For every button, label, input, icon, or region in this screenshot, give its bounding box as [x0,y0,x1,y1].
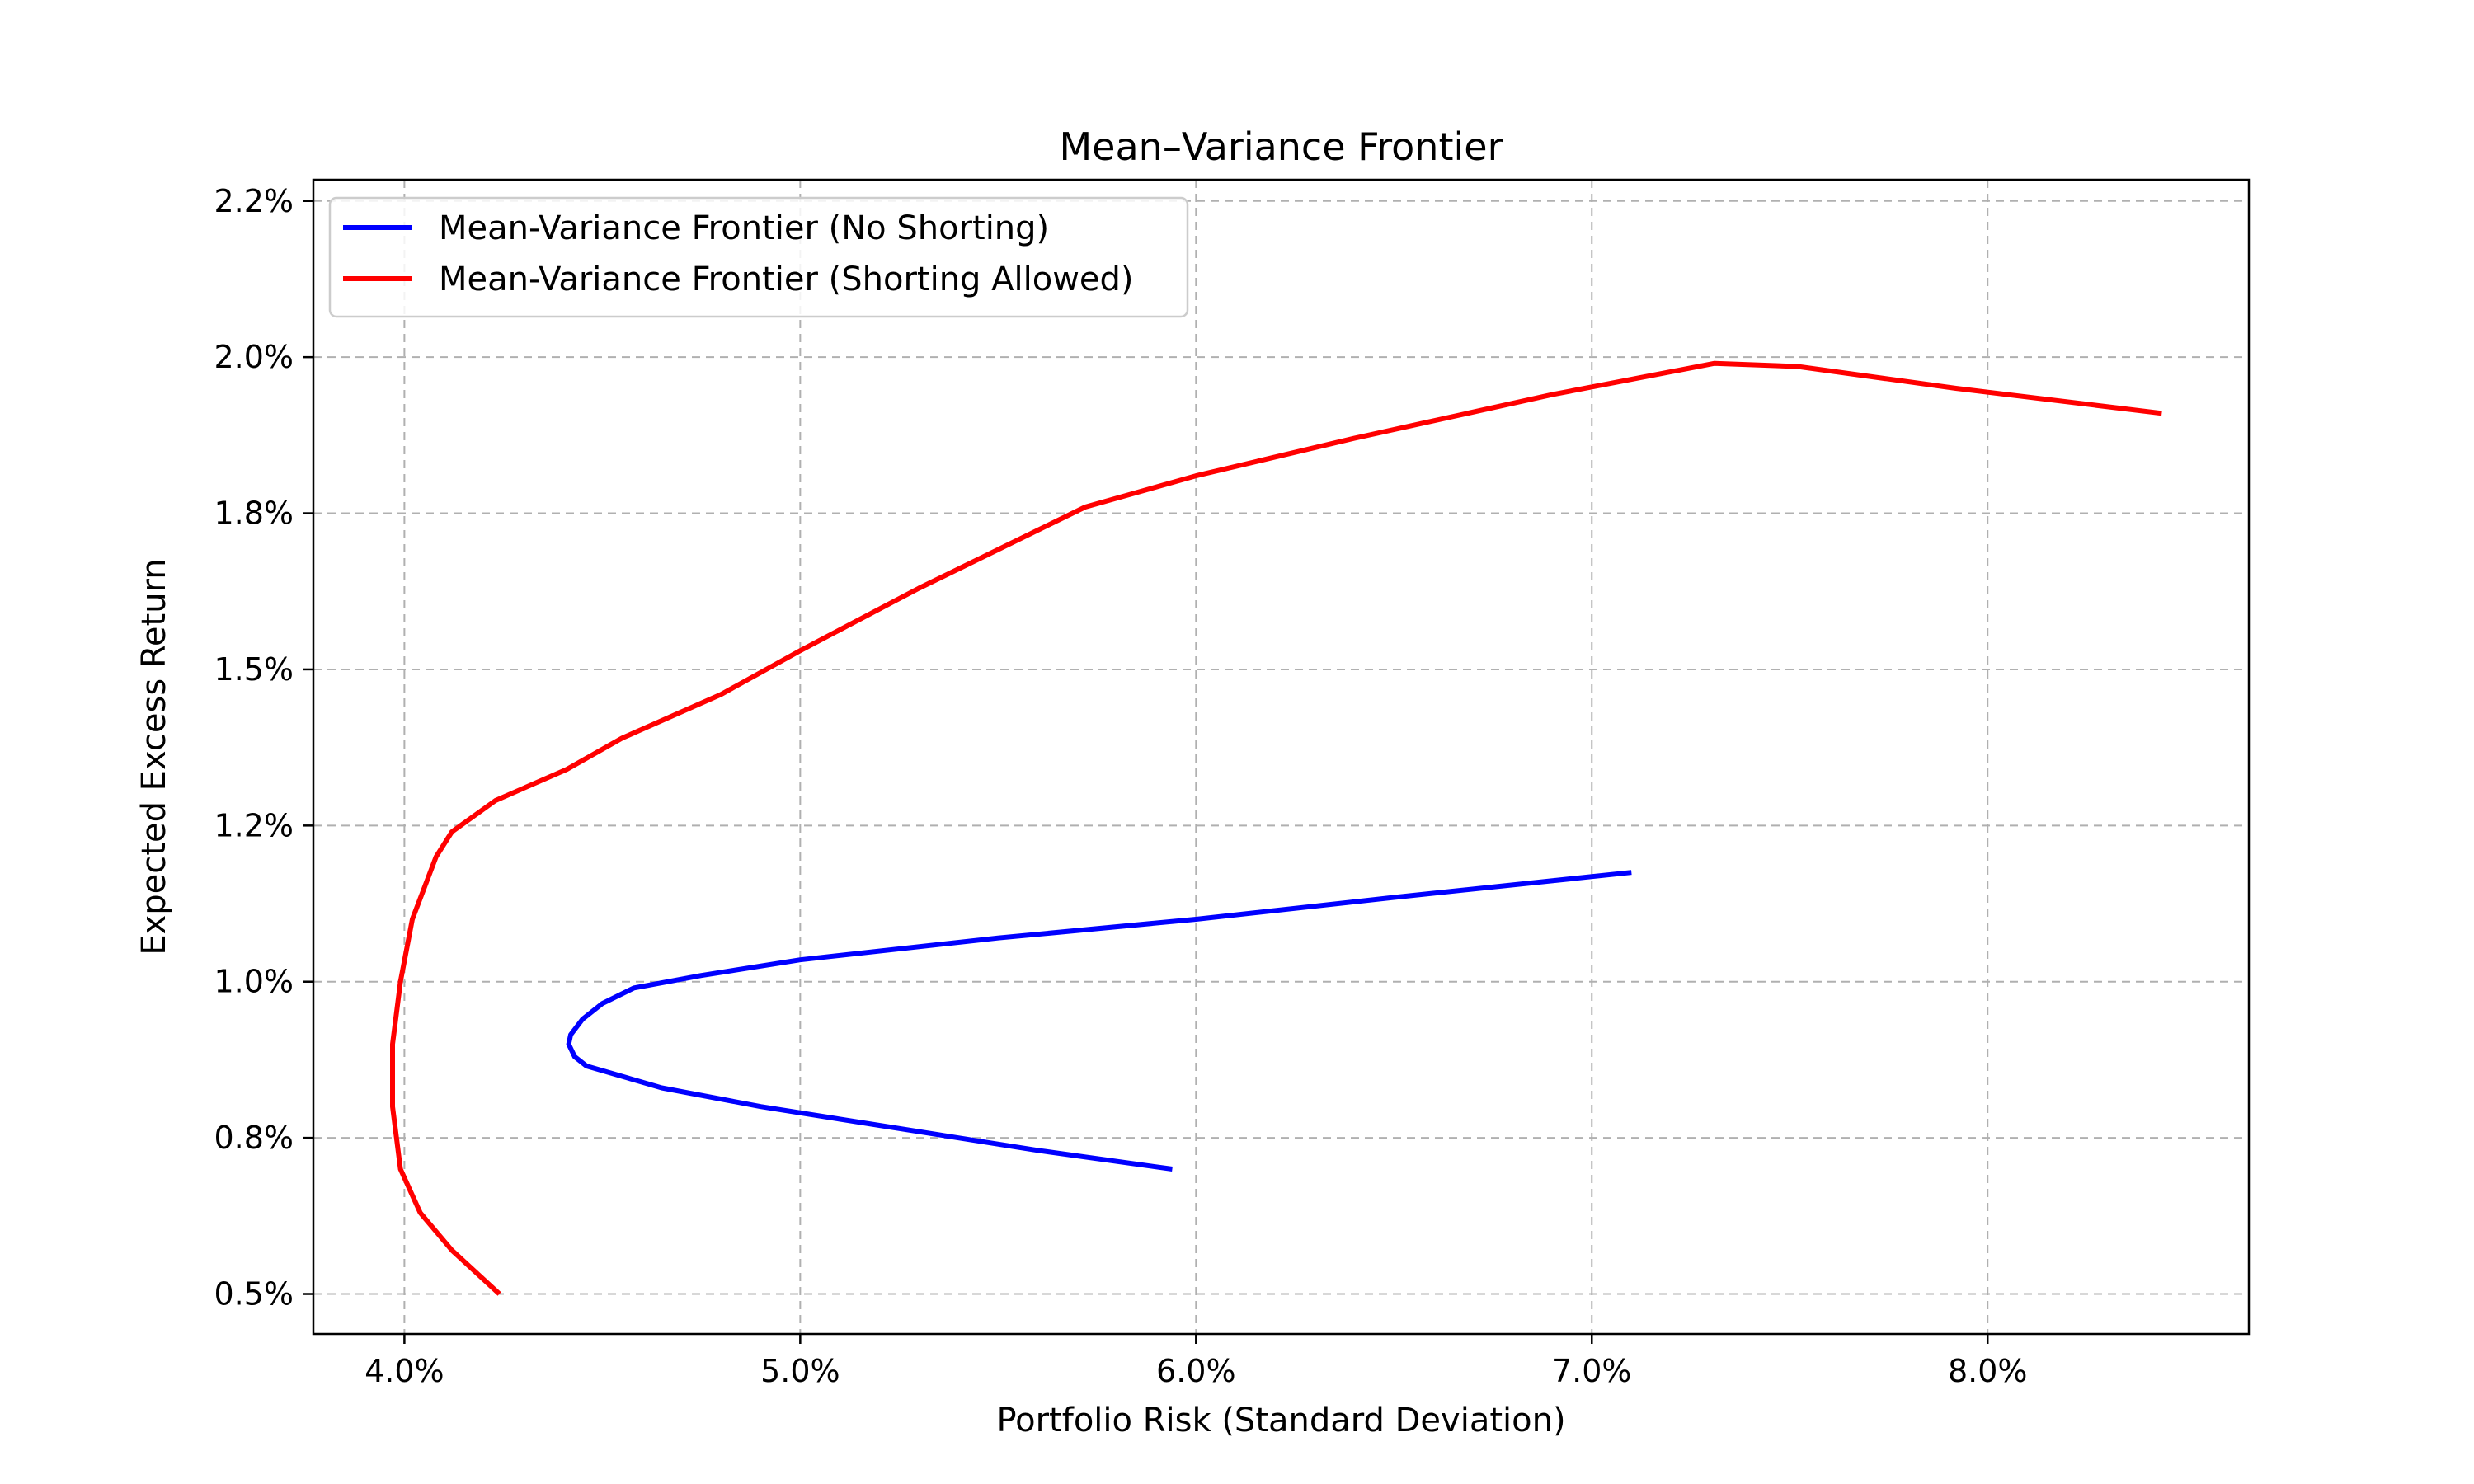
y-tick-label: 1.0% [214,964,294,1000]
y-tick-label: 1.8% [214,495,294,532]
y-tick-label: 0.5% [214,1276,294,1313]
plot-frame [312,178,2251,1336]
legend-entry: Mean-Variance Frontier (No Shorting) [439,209,1049,247]
series-layer [390,360,2162,1296]
y-tick-label: 2.0% [214,339,294,375]
x-axis-label: Portfolio Risk (Standard Deviation) [996,1402,1565,1439]
axis-ticks: 4.0% 5.0% 6.0% 7.0% 8.0% 0.5% 0.8% 1.0% 1.2% 1.5%… [214,183,2027,1389]
y-tick-label: 2.2% [214,183,294,219]
y-axis-label: Expected Excess Return [135,558,173,955]
series-line-1 [566,870,1632,1172]
x-tick-label: 7.0% [1552,1353,1632,1389]
x-tick-label: 6.0% [1156,1353,1236,1389]
x-tick-label: 5.0% [760,1353,840,1389]
y-tick-label: 0.8% [214,1120,294,1156]
grid-lines [313,180,2249,1334]
chart-title: Mean–Variance Frontier [1059,124,1503,169]
legend-entry: Mean-Variance Frontier (Shorting Allowed… [439,261,1134,298]
y-tick-label: 1.2% [214,807,294,843]
legend: Mean-Variance Frontier (No Shorting) Mean… [328,196,1189,318]
series-line-2 [390,360,2162,1296]
legend-box [328,196,1189,318]
x-tick-label: 4.0% [365,1353,444,1389]
x-tick-label: 8.0% [1948,1353,2028,1389]
y-tick-label: 1.5% [214,651,294,688]
